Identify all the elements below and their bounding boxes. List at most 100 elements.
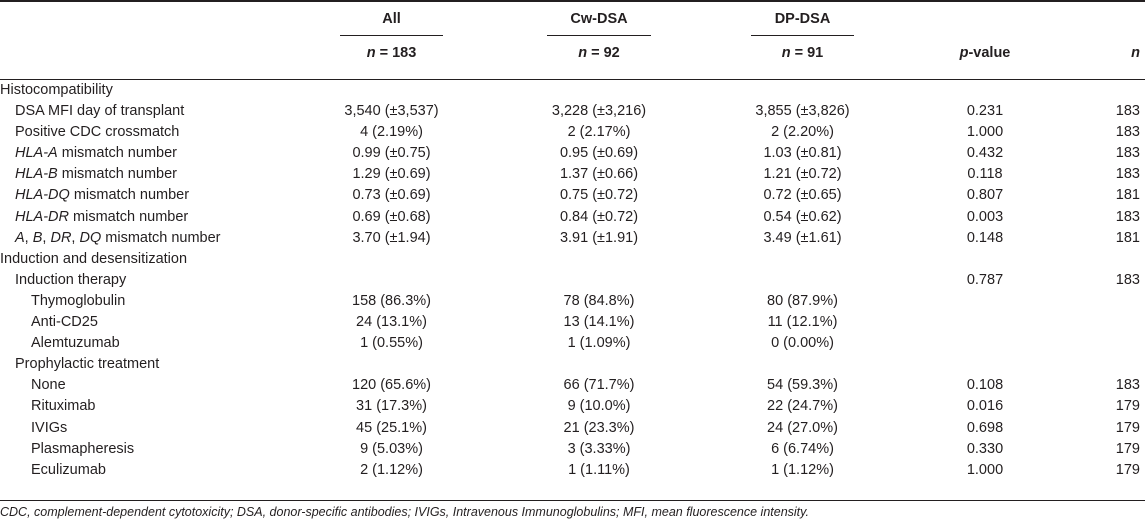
cell-p-value: 0.016 — [966, 398, 1004, 415]
n-symbol: n — [366, 45, 376, 61]
cell-n: 179 — [1115, 398, 1140, 415]
table-row: Rituximab 31 (17.3%) 9 (10.0%) 22 (24.7%) 0.… — [0, 396, 1145, 417]
cell-all: 0.99 (±0.75) — [352, 145, 431, 162]
row-label-text: Induction therapy — [15, 271, 127, 288]
cell-cw-dsa: 1 (1.09%) — [567, 335, 631, 352]
cell-all: 1 (0.55%) — [360, 335, 423, 352]
cell-n: 179 — [1115, 419, 1140, 436]
cell-p-value: 0.330 — [966, 440, 1004, 457]
cell-dp-dsa: 3.49 (±1.61) — [763, 229, 842, 246]
header-underline-dp — [751, 35, 854, 36]
table-row: HLA-B mismatch number 1.29 (±0.69) 1.37 (±… — [0, 164, 1145, 185]
cell-n: 179 — [1115, 461, 1140, 478]
cell-dp-dsa: 54 (59.3%) — [767, 377, 838, 394]
table-footnote: CDC, complement-dependent cytotoxicity; … — [0, 505, 809, 519]
row-label: Induction therapy — [15, 270, 126, 291]
cell-dp-dsa: 22 (24.7%) — [767, 398, 838, 415]
table-row: A, B, DR, DQ mismatch number 3.70 (±1.94)… — [0, 228, 1145, 249]
row-label-text: , — [24, 229, 33, 246]
row-label: Eculizumab — [31, 460, 106, 481]
cell-n: 183 — [1115, 166, 1140, 183]
cell-dp-dsa: 0.54 (±0.62) — [763, 208, 842, 225]
cell-dp-dsa: 2 (2.20%) — [771, 124, 834, 141]
table-row: Eculizumab 2 (1.12%) 1 (1.11%) 1 (1.12%) 1.0… — [0, 460, 1145, 481]
row-label-text: mismatch number — [57, 145, 177, 162]
header-p-value: p-value — [940, 45, 1030, 61]
table-row: None 120 (65.6%) 66 (71.7%) 54 (59.3%) 0.108… — [0, 375, 1145, 396]
row-label-italic: HLA-DQ — [15, 187, 70, 204]
cell-all: 31 (17.3%) — [356, 398, 427, 415]
row-label-italic: HLA-DR — [15, 208, 69, 225]
cell-all: 3.70 (±1.94) — [352, 229, 431, 246]
cell-cw-dsa: 0.84 (±0.72) — [559, 208, 639, 225]
cell-p-value: 0.231 — [966, 103, 1004, 120]
cell-dp-dsa: 24 (27.0%) — [767, 419, 838, 436]
cell-cw-dsa: 21 (23.3%) — [563, 419, 635, 436]
cell-all: 3,540 (±3,537) — [344, 103, 439, 120]
row-label: A, B, DR, DQ mismatch number — [15, 228, 221, 249]
row-label-text: Plasmapheresis — [31, 440, 135, 457]
table-row: Histocompatibility — [0, 80, 1145, 101]
cell-p-value: 0.108 — [966, 377, 1004, 394]
table-row: HLA-DQ mismatch number 0.73 (±0.69) 0.75 (… — [0, 185, 1145, 206]
row-label-text: Eculizumab — [31, 461, 106, 478]
cell-dp-dsa: 1.21 (±0.72) — [763, 166, 842, 183]
cell-cw-dsa: 78 (84.8%) — [563, 292, 635, 309]
row-label-italic: A — [15, 229, 25, 246]
cell-p-value: 0.698 — [966, 419, 1004, 436]
row-label-text: Rituximab — [31, 398, 96, 415]
cell-dp-dsa: 1 (1.12%) — [771, 461, 834, 478]
row-label-text: , — [42, 229, 51, 246]
table-row: HLA-DR mismatch number 0.69 (±0.68) 0.84 (… — [0, 207, 1145, 228]
row-label-italic: DQ — [79, 229, 102, 246]
cell-all: 158 (86.3%) — [352, 292, 431, 309]
row-label-italic: HLA-B — [15, 166, 58, 183]
row-label: DSA MFI day of transplant — [15, 101, 184, 122]
row-label-text: mismatch number — [69, 187, 190, 204]
row-label: Rituximab — [31, 396, 95, 417]
cell-cw-dsa: 0.95 (±0.69) — [559, 145, 639, 162]
cell-dp-dsa: 80 (87.9%) — [767, 292, 838, 309]
cell-n: 179 — [1115, 440, 1140, 457]
table-row: HLA-A mismatch number 0.99 (±0.75) 0.95 (±… — [0, 143, 1145, 164]
cell-cw-dsa: 2 (2.17%) — [567, 124, 631, 141]
table-row: IVIGs 45 (25.1%) 21 (23.3%) 24 (27.0%) 0.698… — [0, 418, 1145, 439]
header-underline-cw — [547, 35, 651, 36]
cell-n: 183 — [1115, 208, 1140, 225]
table-row: Plasmapheresis 9 (5.03%) 3 (3.33%) 6 (6.74%… — [0, 439, 1145, 460]
cell-p-value: 0.118 — [967, 166, 1003, 183]
cell-cw-dsa: 13 (14.1%) — [563, 314, 635, 331]
cell-all: 120 (65.6%) — [352, 377, 431, 394]
n-cw-value: = 92 — [591, 45, 620, 61]
row-label: Histocompatibility — [0, 80, 113, 101]
cell-p-value: 1.000 — [966, 124, 1004, 141]
n-cw-header: n = 92 — [547, 45, 651, 61]
table-body: Histocompatibility DSA MFI day of transpl… — [0, 79, 1145, 481]
cell-dp-dsa: 0.72 (±0.65) — [763, 187, 842, 204]
row-label-italic: DR — [50, 229, 72, 246]
row-label-italic: B — [32, 229, 43, 246]
cell-n: 183 — [1115, 377, 1140, 394]
cell-all: 0.69 (±0.68) — [352, 208, 431, 225]
row-label-text: DSA MFI day of transplant — [15, 103, 185, 120]
table-row: Anti-CD25 24 (13.1%) 13 (14.1%) 11 (12.1%) — [0, 312, 1145, 333]
cell-all: 45 (25.1%) — [356, 419, 427, 436]
cell-all: 2 (1.12%) — [360, 461, 423, 478]
p-italic: p — [959, 45, 969, 61]
cell-all: 24 (13.1%) — [356, 314, 427, 331]
row-label: Plasmapheresis — [31, 439, 134, 460]
cell-p-value: 0.787 — [966, 271, 1004, 288]
table-row: Thymoglobulin 158 (86.3%) 78 (84.8%) 80 (87… — [0, 291, 1145, 312]
p-rest: -value — [968, 45, 1011, 61]
header-n: n — [1131, 45, 1140, 61]
cell-dp-dsa: 6 (6.74%) — [771, 440, 834, 457]
cell-n: 183 — [1115, 124, 1140, 141]
row-label: Alemtuzumab — [31, 333, 120, 354]
row-label-text: Induction and desensitization — [0, 250, 188, 267]
cell-cw-dsa: 3,228 (±3,216) — [551, 103, 647, 120]
header-rule — [0, 79, 1145, 80]
cell-n: 181 — [1115, 187, 1140, 204]
row-label-text: mismatch number — [68, 208, 189, 225]
row-label: Induction and desensitization — [0, 249, 187, 270]
